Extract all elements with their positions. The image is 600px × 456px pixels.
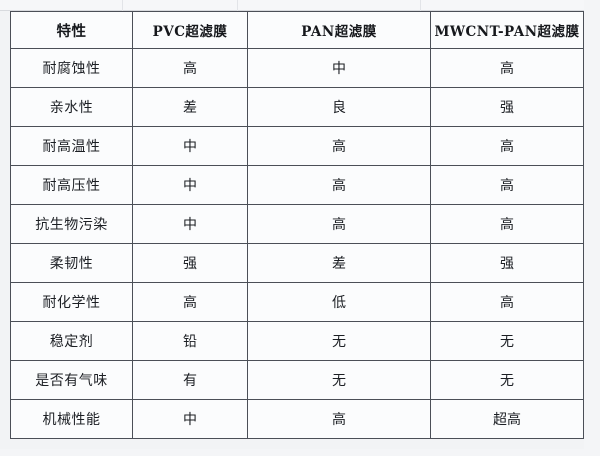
cell-pan: 差 [247,243,431,283]
cell-mwcnt-pan: 高 [430,48,584,88]
table-row: 柔韧性强差强 [10,243,584,283]
table-row: 亲水性差良强 [10,87,584,127]
column-header-pan: PAN超滤膜 [247,11,431,49]
row-label: 亲水性 [10,87,133,127]
cell-mwcnt-pan: 高 [430,282,584,322]
table-row: 耐高压性中高高 [10,165,584,205]
cell-mwcnt-pan: 高 [430,165,584,205]
row-label: 耐腐蚀性 [10,48,133,88]
cell-mwcnt-pan: 超高 [430,399,584,439]
page-bottom-gutter [0,449,600,456]
table-header: 特性 PVC超滤膜 PAN超滤膜 MWCNT-PAN超滤膜 [10,11,584,49]
column-header-pvc: PVC超滤膜 [132,11,248,49]
membrane-comparison-table: 特性 PVC超滤膜 PAN超滤膜 MWCNT-PAN超滤膜 耐腐蚀性高中高亲水性… [10,11,584,439]
cell-pan: 中 [247,48,431,88]
cell-pan: 无 [247,321,431,361]
table-row: 是否有气味有无无 [10,360,584,400]
cell-mwcnt-pan: 强 [430,243,584,283]
table-row: 机械性能中高超高 [10,399,584,439]
cell-pvc: 中 [132,399,248,439]
cell-pvc: 铅 [132,321,248,361]
row-label: 柔韧性 [10,243,133,283]
cell-pan: 无 [247,360,431,400]
row-label: 机械性能 [10,399,133,439]
cell-pvc: 高 [132,48,248,88]
spec-table-container: 特性 PVC超滤膜 PAN超滤膜 MWCNT-PAN超滤膜 耐腐蚀性高中高亲水性… [10,11,584,439]
cell-pan: 高 [247,399,431,439]
cell-pvc: 高 [132,282,248,322]
table-row: 稳定剂铅无无 [10,321,584,361]
cell-pvc: 中 [132,165,248,205]
cell-pan: 良 [247,87,431,127]
table-body: 耐腐蚀性高中高亲水性差良强耐高温性中高高耐高压性中高高抗生物污染中高高柔韧性强差… [10,48,584,439]
row-label: 是否有气味 [10,360,133,400]
cell-mwcnt-pan: 高 [430,204,584,244]
row-label: 稳定剂 [10,321,133,361]
cell-pan: 低 [247,282,431,322]
table-row: 耐化学性高低高 [10,282,584,322]
cell-mwcnt-pan: 强 [430,87,584,127]
table-row: 耐高温性中高高 [10,126,584,166]
cell-pan: 高 [247,165,431,205]
row-label: 耐化学性 [10,282,133,322]
cut-off-row-above [0,0,600,11]
cell-pvc: 差 [132,87,248,127]
cell-pan: 高 [247,204,431,244]
column-header-mwcnt-pan: MWCNT-PAN超滤膜 [430,11,584,49]
row-label: 耐高温性 [10,126,133,166]
cell-mwcnt-pan: 无 [430,360,584,400]
table-row: 抗生物污染中高高 [10,204,584,244]
row-label: 抗生物污染 [10,204,133,244]
cell-pvc: 强 [132,243,248,283]
column-header-property: 特性 [10,11,133,49]
cell-pan: 高 [247,126,431,166]
cell-mwcnt-pan: 无 [430,321,584,361]
cell-pvc: 有 [132,360,248,400]
cell-pvc: 中 [132,204,248,244]
table-row: 耐腐蚀性高中高 [10,48,584,88]
cell-pvc: 中 [132,126,248,166]
table-header-row: 特性 PVC超滤膜 PAN超滤膜 MWCNT-PAN超滤膜 [10,11,584,49]
cell-mwcnt-pan: 高 [430,126,584,166]
row-label: 耐高压性 [10,165,133,205]
page-right-gutter [584,0,600,456]
